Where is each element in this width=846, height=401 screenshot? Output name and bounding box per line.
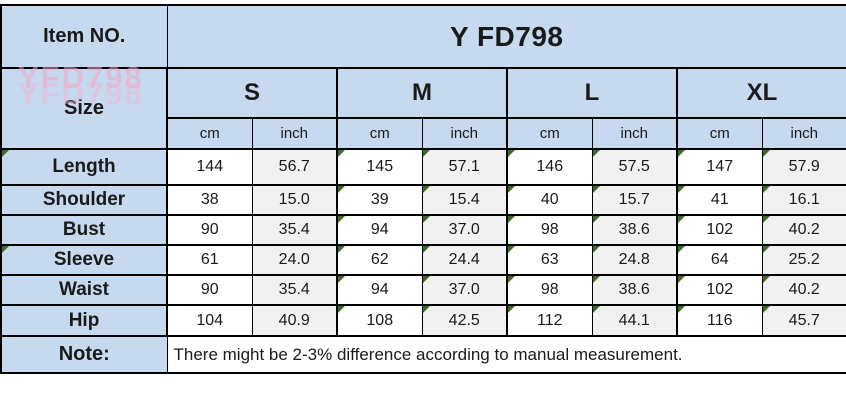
note-text: There might be 2-3% difference according…	[166, 335, 846, 374]
value-cell: 24.0	[251, 244, 338, 276]
value-cell: 38.6	[591, 214, 678, 246]
unit-header-cm: cm	[336, 117, 423, 150]
value-cell: 39	[336, 184, 423, 216]
unit-header-inch: inch	[761, 117, 846, 150]
size-chart-page: Item NO. Y FD798 YFD798 YFD798 Size S M …	[0, 4, 846, 401]
table-row: Shoulder 38 15.0 39 15.4 40 15.7 41 16.1	[0, 184, 846, 216]
size-label-cell: YFD798 YFD798 Size	[0, 62, 168, 150]
unit-header-cm: cm	[676, 117, 763, 150]
note-label: Note:	[0, 335, 168, 374]
table-row: Bust 90 35.4 94 37.0 98 38.6 102 40.2	[0, 214, 846, 246]
table-row: Waist 90 35.4 94 37.0 98 38.6 102 40.2	[0, 274, 846, 306]
value-cell: 16.1	[761, 184, 846, 216]
value-cell: 112	[506, 304, 593, 337]
value-cell: 98	[506, 214, 593, 246]
item-no-value: Y FD798	[166, 4, 846, 69]
size-chart-table: Item NO. Y FD798 YFD798 YFD798 Size S M …	[0, 4, 846, 374]
value-cell: 42.5	[421, 304, 508, 337]
value-cell: 15.0	[251, 184, 338, 216]
size-col-header-xl: XL	[676, 67, 846, 119]
value-cell: 35.4	[251, 214, 338, 246]
unit-header-cm: cm	[506, 117, 593, 150]
row-label: Sleeve	[0, 244, 168, 276]
table-row: Length 144 56.7 145 57.1 146 57.5 147 57…	[0, 148, 846, 186]
value-cell: 144	[166, 148, 253, 186]
row-label: Hip	[0, 304, 168, 337]
value-cell: 98	[506, 274, 593, 306]
value-cell: 102	[676, 274, 763, 306]
value-cell: 147	[676, 148, 763, 186]
value-cell: 64	[676, 244, 763, 276]
value-cell: 63	[506, 244, 593, 276]
item-no-label: Item NO.	[0, 4, 168, 69]
size-col-header-l: L	[506, 67, 678, 119]
value-cell: 62	[336, 244, 423, 276]
value-cell: 102	[676, 214, 763, 246]
row-label: Shoulder	[0, 184, 168, 216]
row-label: Length	[0, 148, 168, 186]
value-cell: 37.0	[421, 274, 508, 306]
value-cell: 38	[166, 184, 253, 216]
value-cell: 37.0	[421, 214, 508, 246]
value-cell: 57.9	[761, 148, 846, 186]
value-cell: 45.7	[761, 304, 846, 337]
size-col-header-s: S	[166, 67, 338, 119]
value-cell: 40.2	[761, 274, 846, 306]
value-cell: 94	[336, 214, 423, 246]
value-cell: 15.4	[421, 184, 508, 216]
table-row: Sleeve 61 24.0 62 24.4 63 24.8 64 25.2	[0, 244, 846, 276]
unit-header-inch: inch	[421, 117, 508, 150]
value-cell: 38.6	[591, 274, 678, 306]
value-cell: 41	[676, 184, 763, 216]
value-cell: 40	[506, 184, 593, 216]
value-cell: 90	[166, 214, 253, 246]
value-cell: 94	[336, 274, 423, 306]
value-cell: 90	[166, 274, 253, 306]
value-cell: 61	[166, 244, 253, 276]
value-cell: 57.1	[421, 148, 508, 186]
size-col-header-m: M	[336, 67, 508, 119]
value-cell: 15.7	[591, 184, 678, 216]
value-cell: 116	[676, 304, 763, 337]
value-cell: 146	[506, 148, 593, 186]
value-cell: 57.5	[591, 148, 678, 186]
table-row: Hip 104 40.9 108 42.5 112 44.1 116 45.7	[0, 304, 846, 337]
value-cell: 145	[336, 148, 423, 186]
unit-header-inch: inch	[251, 117, 338, 150]
value-cell: 40.9	[251, 304, 338, 337]
value-cell: 56.7	[251, 148, 338, 186]
value-cell: 44.1	[591, 304, 678, 337]
value-cell: 104	[166, 304, 253, 337]
unit-header-cm: cm	[166, 117, 253, 150]
value-cell: 35.4	[251, 274, 338, 306]
value-cell: 24.4	[421, 244, 508, 276]
value-cell: 25.2	[761, 244, 846, 276]
row-label: Bust	[0, 214, 168, 246]
size-label-text: Size	[63, 97, 105, 119]
value-cell: 24.8	[591, 244, 678, 276]
value-cell: 40.2	[761, 214, 846, 246]
unit-header-inch: inch	[591, 117, 678, 150]
value-cell: 108	[336, 304, 423, 337]
row-label: Waist	[0, 274, 168, 306]
